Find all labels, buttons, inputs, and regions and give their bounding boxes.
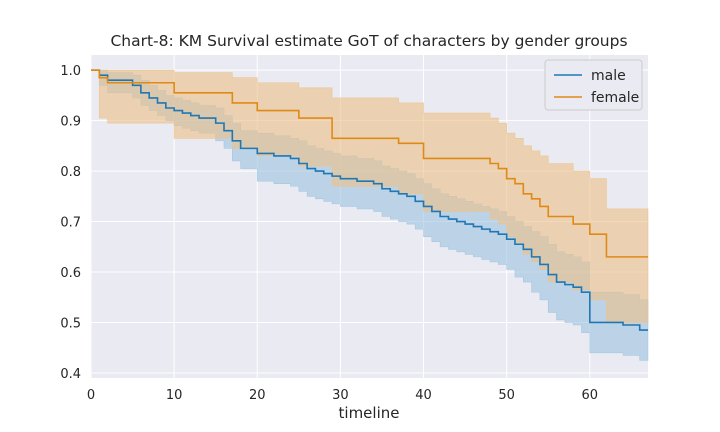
y-tick-label: 1.0 [60,64,81,79]
legend: male female [544,59,643,111]
x-tick-label: 10 [166,388,183,403]
y-tick-label: 0.7 [60,216,81,231]
y-tick-label: 0.9 [60,115,81,130]
x-tick-label: 30 [332,388,349,403]
y-tick-label: 0.5 [60,316,81,331]
y-tick-label: 0.8 [60,165,81,180]
legend-label-female: female [591,90,639,106]
x-tick-label: 40 [415,388,432,403]
x-tick-label: 50 [498,388,515,403]
male-survival-line [91,69,648,331]
tick-labels: 0 10 20 30 40 50 60 0.4 0.5 0.6 0.7 0.8 0.9 1.0 [60,64,598,403]
x-tick-label: 20 [249,388,266,403]
y-tick-label: 0.4 [60,367,81,382]
x-tick-label: 60 [582,388,599,403]
x-tick-label: 0 [87,388,95,403]
female-survival-line [91,69,648,258]
legend-label-male: male [591,68,626,84]
x-axis-title: timeline [339,404,400,422]
chart-title: Chart-8: KM Survival estimate GoT of cha… [110,32,627,50]
legend-items: male female [554,68,639,106]
y-tick-label: 0.6 [60,266,81,281]
survival-lines [91,69,648,331]
